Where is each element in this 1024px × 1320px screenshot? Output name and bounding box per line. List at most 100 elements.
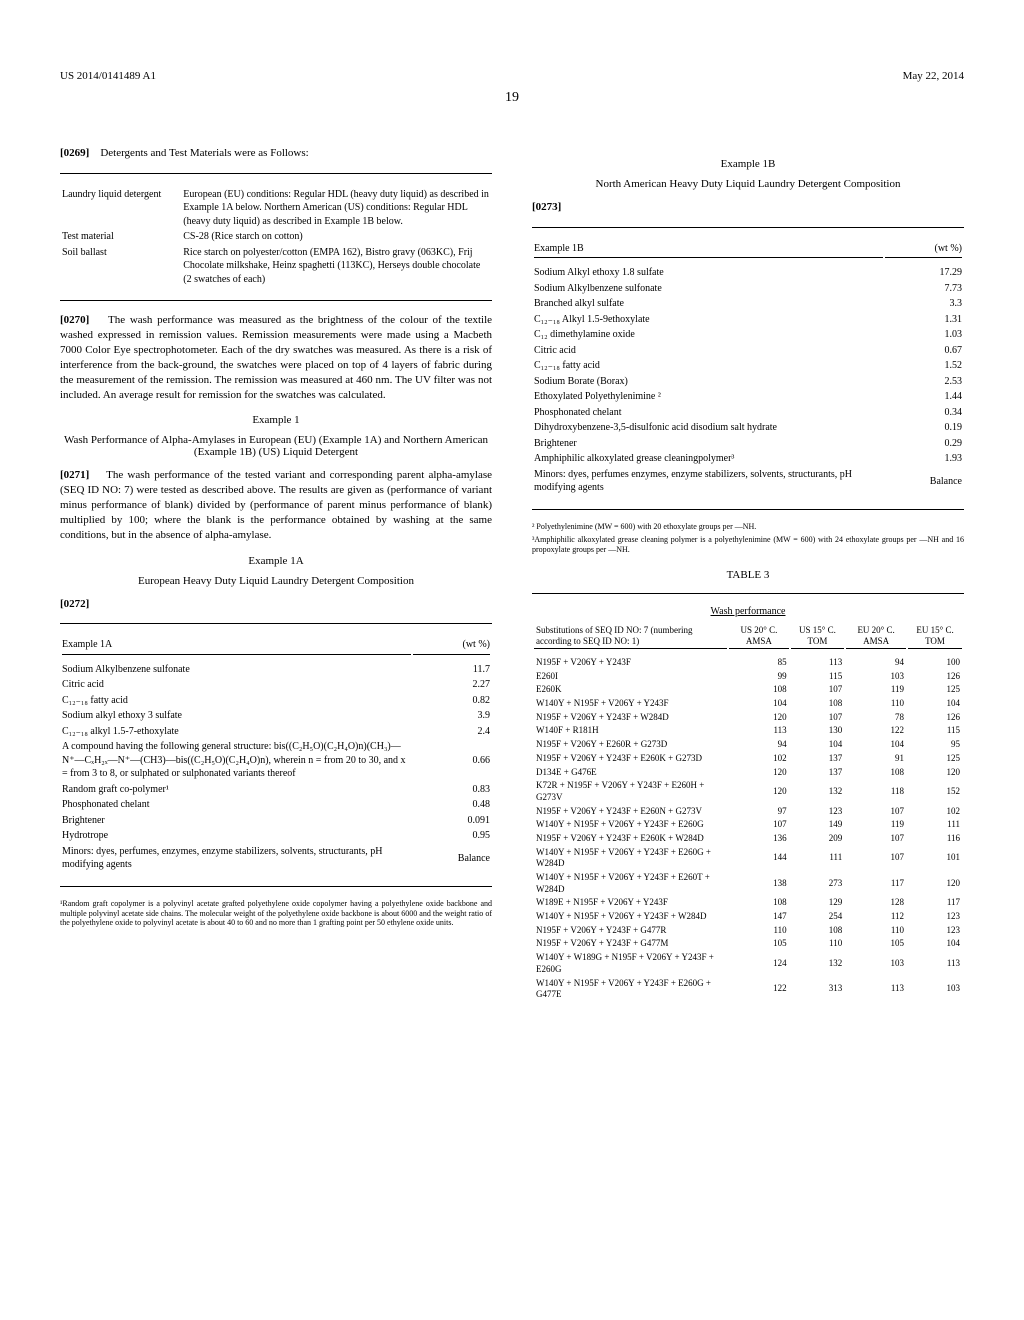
cell: Rice starch on polyester/cotton (EMPA 16… [183,246,490,287]
header: US 2014/0141489 A1 May 22, 2014 [60,70,964,82]
example1A-title: Example 1A [60,555,492,567]
table-row: K72R + N195F + V206Y + Y243F + E260H + G… [534,780,962,803]
cell: 1.52 [885,359,962,373]
cell: 103 [846,952,906,975]
left-column: [0269] Detergents and Test Materials wer… [60,146,492,1003]
cell: 110 [846,698,906,710]
paragraph-0271: [0271] The wash performance of the teste… [60,468,492,542]
table-header: Example 1B(wt %) [534,242,962,259]
cell: 137 [791,767,845,779]
cell: 111 [908,819,962,831]
table-row: W140Y + N195F + V206Y + Y243F + E260G + … [534,847,962,870]
table-row: N195F + V206Y + Y243F + E260N + G273V971… [534,806,962,818]
cell: 120 [908,767,962,779]
cell: E260K [534,684,727,696]
table-row: C₁₂₋₁₈ Alkyl 1.5-9ethoxylate1.31 [534,313,962,327]
cell: 124 [729,952,788,975]
cell: 128 [846,897,906,909]
cell: Random graft co-polymer¹ [62,783,411,797]
cell: 100 [908,657,962,669]
cell: European (EU) conditions: Regular HDL (h… [183,188,490,229]
pub-number: US 2014/0141489 A1 [60,70,156,82]
cell: 119 [846,684,906,696]
cell: N195F + V206Y + Y243F [534,657,727,669]
cell: 2.53 [885,375,962,389]
table-row: Minors: dyes, perfumes, enzymes, enzyme … [62,845,490,872]
pub-date: May 22, 2014 [903,70,964,82]
cell: 152 [908,780,962,803]
cell: 94 [846,657,906,669]
cell: Phosphonated chelant [62,798,411,812]
cell: 123 [908,925,962,937]
cell: 99 [729,671,788,683]
footnote-1A: ¹Random graft copolymer is a polyvinyl a… [60,899,492,928]
table-row: Sodium Alkylbenzene sulfonate7.73 [534,282,962,296]
table-row: Test materialCS-28 (Rice starch on cotto… [62,230,490,244]
cell: Hydrotrope [62,829,411,843]
paragraph-0270: [0270] The wash performance was measured… [60,313,492,402]
cell: 104 [729,698,788,710]
example1B-subtitle: North American Heavy Duty Liquid Laundry… [532,178,964,190]
para-num: [0270] [60,314,89,326]
example1B-title: Example 1B [532,158,964,170]
composition-1B-table: Example 1B(wt %) Sodium Alkyl ethoxy 1.8 … [532,240,964,497]
cell: 209 [791,833,845,845]
cell: C₁₂₋₁₈ alkyl 1.5-7-ethoxylate [62,725,411,739]
table-row: C₁₂₋₁₈ alkyl 1.5-7-ethoxylate2.4 [62,725,490,739]
cell: N195F + V206Y + Y243F + E260K + G273D [534,753,727,765]
cell: 254 [791,911,845,923]
para-num: [0269] [60,147,89,159]
cell: Sodium Alkyl ethoxy 1.8 sulfate [534,266,883,280]
cell: 0.82 [413,694,490,708]
cell: W140Y + W189G + N195F + V206Y + Y243F + … [534,952,727,975]
cell: 113 [791,657,845,669]
cell: N195F + V206Y + Y243F + E260K + W284D [534,833,727,845]
cell: 123 [908,911,962,923]
table-row: Sodium Borate (Borax)2.53 [534,375,962,389]
footnote-1B-2: ² Polyethylenimine (MW = 600) with 20 et… [532,522,964,532]
cell: 117 [908,897,962,909]
table-row: D134E + G476E120137108120 [534,767,962,779]
cell: 107 [729,819,788,831]
cell: W140Y + N195F + V206Y + Y243F + E260G + … [534,847,727,870]
cell: 94 [729,739,788,751]
cell: 108 [791,925,845,937]
cell: 1.03 [885,328,962,342]
cell: 122 [846,725,906,737]
cell: 103 [908,978,962,1001]
table-row: E260K108107119125 [534,684,962,696]
cell: 107 [846,806,906,818]
cell: 123 [791,806,845,818]
cell: C₁₂ dimethylamine oxide [534,328,883,342]
cell: 115 [908,725,962,737]
table-row: Phosphonated chelant0.34 [534,406,962,420]
table-row: Phosphonated chelant0.48 [62,798,490,812]
cell: Brightener [62,814,411,828]
table-row: C₁₂₋₁₈ fatty acid1.52 [534,359,962,373]
table-row: Laundry liquid detergentEuropean (EU) co… [62,188,490,229]
cell: 97 [729,806,788,818]
table-row: N195F + V206Y + Y243F + E260K + W284D136… [534,833,962,845]
cell: 120 [729,780,788,803]
cell: 0.19 [885,421,962,435]
para-num: [0273] [532,201,561,213]
cell: Laundry liquid detergent [62,188,181,229]
table-row: N195F + V206Y + Y243F + G477M10511010510… [534,938,962,950]
table-row: Branched alkyl sulfate3.3 [534,297,962,311]
cell: 3.3 [885,297,962,311]
page-number: 19 [60,90,964,106]
right-column: Example 1B North American Heavy Duty Liq… [532,146,964,1003]
cell: 3.9 [413,709,490,723]
cell: 78 [846,712,906,724]
cell: 0.48 [413,798,490,812]
table-row: A compound having the following general … [62,740,490,781]
cell: Sodium Borate (Borax) [534,375,883,389]
table-row: C₁₂ dimethylamine oxide1.03 [534,328,962,342]
table-row: Citric acid2.27 [62,678,490,692]
table-row: N195F + V206Y + Y243F + G477R11010811012… [534,925,962,937]
cell: A compound having the following general … [62,740,411,781]
para-num: [0272] [60,598,89,610]
cell: 107 [791,712,845,724]
cell: 0.95 [413,829,490,843]
cell: Sodium alkyl ethoxy 3 sulfate [62,709,411,723]
